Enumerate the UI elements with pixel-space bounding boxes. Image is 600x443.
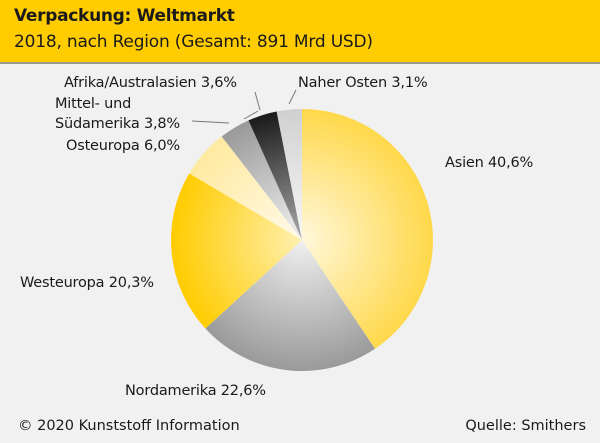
label-asien: Asien 40,6%: [445, 155, 534, 171]
leader-line-naher-osten: [288, 89, 297, 105]
chart-subtitle: 2018, nach Region (Gesamt: 891 Mrd USD): [14, 32, 373, 52]
label-westeuropa: Westeuropa 20,3%: [20, 275, 154, 291]
leader-line-afrika: [243, 110, 259, 120]
pie-slice-nordamerika: [205, 240, 375, 371]
label-suedamerika-line2: Südamerika 3,8%: [55, 116, 180, 132]
label-nordamerika: Nordamerika 22,6%: [125, 383, 266, 399]
leader-line-suedamerika: [191, 120, 230, 124]
pie-slice-osteuropa: [189, 136, 302, 240]
source: Quelle: Smithers: [465, 418, 586, 434]
pie-slice-mittel-und-südamerika: [221, 120, 302, 240]
pie-slice-afrika-australasien: [248, 111, 302, 240]
pie-slice-westeuropa: [171, 173, 302, 329]
pie-slice-naher-osten: [276, 109, 302, 240]
label-naher-osten: Naher Osten 3,1%: [298, 75, 428, 91]
pie-slice-asien: [302, 109, 433, 349]
label-afrika: Afrika/Australasien 3,6%: [64, 75, 237, 91]
header-band: Verpackung: Weltmarkt 2018, nach Region …: [0, 0, 600, 64]
label-osteuropa: Osteuropa 6,0%: [66, 138, 181, 154]
chart-title: Verpackung: Weltmarkt: [14, 6, 235, 26]
leader-line-afrika-2: [254, 91, 261, 111]
label-mittelamerika-line1: Mittel- und: [55, 96, 132, 112]
copyright: © 2020 Kunststoff Information: [18, 418, 240, 434]
